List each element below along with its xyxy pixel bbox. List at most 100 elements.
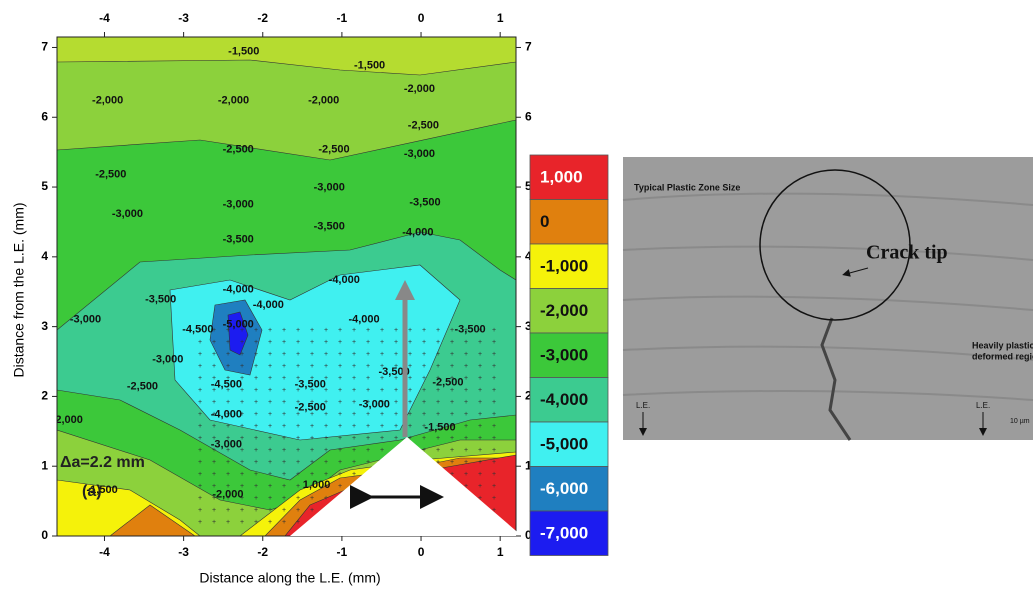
grid-point: + (436, 363, 440, 370)
grid-point: + (366, 327, 370, 334)
grid-point: + (492, 459, 496, 466)
grid-point: + (380, 351, 384, 358)
grid-point: + (212, 423, 216, 430)
grid-point: + (254, 339, 258, 346)
grid-point: + (310, 495, 314, 502)
contour-label: -3,000 (211, 438, 242, 450)
x-tick-label: -2 (257, 545, 268, 559)
y-tick-label: 4 (41, 249, 48, 263)
contour-label: -2,000 (92, 94, 123, 106)
grid-point: + (352, 423, 356, 430)
micrograph-label: L.E. (636, 401, 650, 410)
grid-point: + (226, 339, 230, 346)
grid-point: + (324, 495, 328, 502)
y-tick-label: 6 (525, 109, 532, 123)
grid-point: + (352, 471, 356, 478)
grid-point: + (436, 411, 440, 418)
contour-label: -4,000 (223, 284, 254, 296)
grid-point: + (422, 363, 426, 370)
x-tick-label: -2 (257, 11, 268, 25)
grid-point: + (464, 387, 468, 394)
grid-point: + (478, 447, 482, 454)
x-tick-label: -1 (337, 11, 348, 25)
grid-point: + (254, 363, 258, 370)
grid-point: + (352, 351, 356, 358)
y-tick-label: 7 (525, 40, 532, 54)
grid-point: + (212, 339, 216, 346)
grid-point: + (366, 375, 370, 382)
grid-point: + (324, 435, 328, 442)
grid-point: + (478, 363, 482, 370)
x-tick-label: -4 (99, 11, 110, 25)
grid-point: + (268, 519, 272, 526)
grid-point: + (282, 327, 286, 334)
grid-point: + (282, 375, 286, 382)
contour-label: -4,000 (211, 408, 242, 420)
grid-point: + (464, 471, 468, 478)
grid-point: + (422, 327, 426, 334)
grid-point: + (338, 459, 342, 466)
grid-point: + (254, 435, 258, 442)
grid-point: + (408, 339, 412, 346)
grid-point: + (380, 435, 384, 442)
grid-point: + (492, 495, 496, 502)
grid-point: + (296, 327, 300, 334)
grid-point: + (492, 411, 496, 418)
grid-point: + (268, 483, 272, 490)
grid-point: + (282, 507, 286, 514)
contour-label: -1,500 (228, 46, 259, 58)
grid-point: + (296, 339, 300, 346)
contour-label: -4,500 (182, 323, 213, 335)
grid-point: + (226, 351, 230, 358)
grid-point: + (254, 423, 258, 430)
grid-point: + (282, 495, 286, 502)
grid-point: + (324, 327, 328, 334)
grid-point: + (296, 423, 300, 430)
micrograph-label: Crack tip (866, 242, 948, 264)
grid-point: + (338, 327, 342, 334)
grid-point: + (352, 339, 356, 346)
y-tick-label: 7 (41, 40, 48, 54)
grid-point: + (268, 351, 272, 358)
grid-point: + (380, 447, 384, 454)
grid-point: + (212, 519, 216, 526)
grid-point: + (380, 327, 384, 334)
grid-point: + (380, 339, 384, 346)
grid-point: + (478, 411, 482, 418)
contour-label: -3,500 (409, 196, 440, 208)
grid-point: + (394, 327, 398, 334)
annotation: Δa=2.2 mm (60, 454, 145, 471)
grid-point: + (492, 447, 496, 454)
grid-point: + (436, 351, 440, 358)
grid-point: + (464, 375, 468, 382)
grid-point: + (450, 399, 454, 406)
grid-point: + (492, 363, 496, 370)
grid-point: + (338, 435, 342, 442)
contour-label: -2,000 (218, 94, 249, 106)
grid-point: + (310, 339, 314, 346)
grid-point: + (422, 339, 426, 346)
contour-label: -4,000 (348, 314, 379, 326)
grid-point: + (212, 363, 216, 370)
grid-point: + (422, 375, 426, 382)
grid-point: + (268, 411, 272, 418)
grid-point: + (282, 459, 286, 466)
y-tick-label: 3 (41, 319, 48, 333)
grid-point: + (240, 339, 244, 346)
grid-point: + (254, 399, 258, 406)
grid-point: + (240, 507, 244, 514)
contour-label: -3,000 (112, 208, 143, 220)
grid-point: + (212, 459, 216, 466)
annotation: (a) (82, 483, 102, 500)
y-tick-label: 6 (41, 109, 48, 123)
grid-point: + (198, 519, 202, 526)
contour-label: -3,500 (454, 323, 485, 335)
grid-point: + (198, 423, 202, 430)
grid-point: + (254, 447, 258, 454)
x-tick-label: -1 (337, 545, 348, 559)
grid-point: + (282, 411, 286, 418)
grid-point: + (464, 351, 468, 358)
grid-point: + (282, 387, 286, 394)
grid-point: + (324, 423, 328, 430)
contour-label: -4,500 (211, 378, 242, 390)
